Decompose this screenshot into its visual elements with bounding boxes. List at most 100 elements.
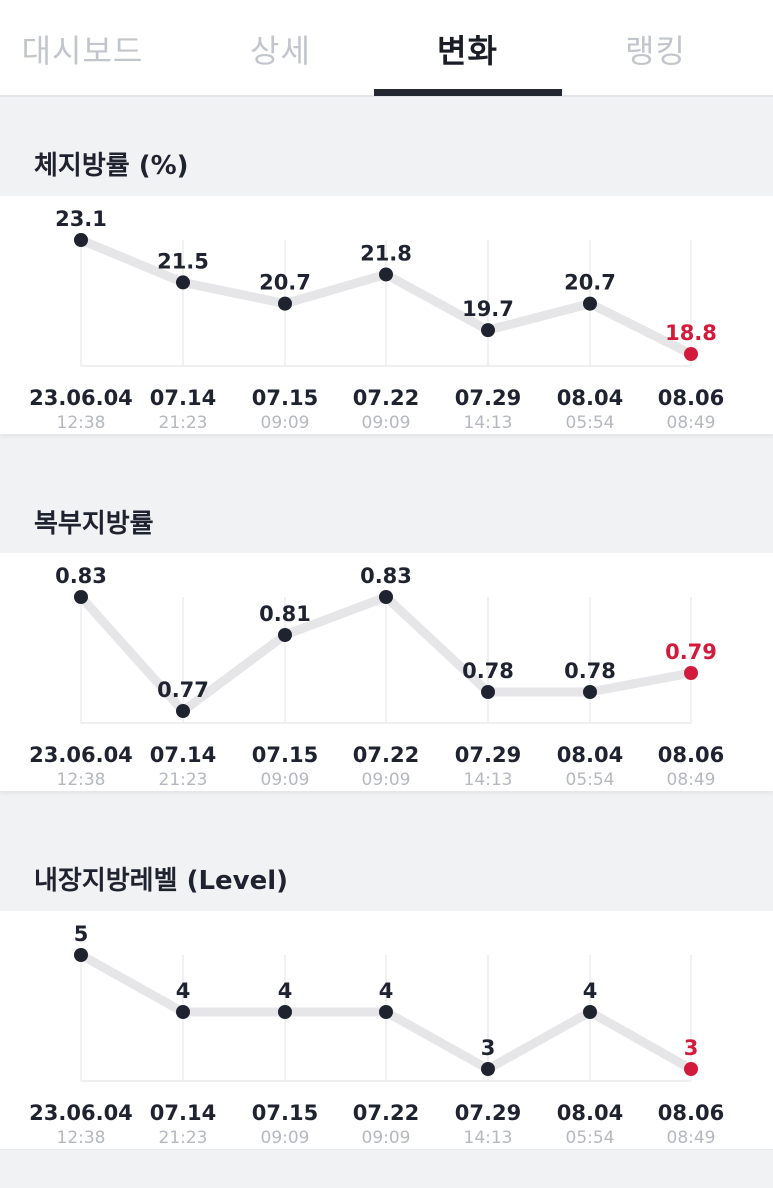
data-point xyxy=(176,1005,190,1019)
active-tab-indicator xyxy=(374,89,562,96)
data-point xyxy=(278,628,292,642)
x-tick-date: 07.22 xyxy=(353,386,419,410)
data-label: 20.7 xyxy=(564,271,616,295)
data-label: 5 xyxy=(74,922,89,946)
x-tick-date: 07.29 xyxy=(455,743,521,767)
data-label: 23.1 xyxy=(55,207,107,231)
x-tick-time: 09:09 xyxy=(362,1128,411,1148)
data-point xyxy=(278,296,292,311)
data-point xyxy=(583,685,597,699)
data-point xyxy=(481,685,495,699)
x-tick-time: 09:09 xyxy=(362,413,411,433)
data-label: 19.7 xyxy=(462,297,514,321)
tab-detail[interactable]: 상세 xyxy=(250,32,311,70)
x-tick-date: 08.06 xyxy=(658,743,724,767)
x-tick-date: 07.22 xyxy=(353,1101,419,1125)
x-tick-time: 05:54 xyxy=(566,1128,615,1148)
x-tick-date: 08.04 xyxy=(557,1101,623,1125)
data-point xyxy=(379,267,393,282)
x-tick-time: 08:49 xyxy=(667,1128,716,1148)
data-label: 0.83 xyxy=(55,564,107,588)
data-label: 21.8 xyxy=(360,241,412,265)
x-tick-date: 07.14 xyxy=(150,386,216,410)
visceral-fat-chart: 5 4 4 4 3 4 3 23.06.04 12:38 07.14 21:23 07.15 09:09… xyxy=(29,922,724,1148)
x-tick-time: 05:54 xyxy=(566,770,615,790)
x-tick-time: 14:13 xyxy=(464,413,513,433)
data-label: 0.78 xyxy=(564,659,616,683)
data-point xyxy=(481,323,495,338)
x-tick-date: 07.15 xyxy=(252,743,318,767)
x-tick-date: 07.14 xyxy=(150,743,216,767)
data-label: 0.79 xyxy=(665,640,717,664)
data-point xyxy=(379,590,393,604)
chart-card-visceral-fat: 5 4 4 4 3 4 3 23.06.04 12:38 07.14 21:23 07.15 09:09… xyxy=(0,911,773,1149)
x-tick-time: 21:23 xyxy=(159,770,208,790)
x-tick-time: 09:09 xyxy=(261,413,310,433)
data-label: 4 xyxy=(176,979,191,1003)
tab-bar: 대시보드 상세 변화 랭킹 xyxy=(0,0,773,97)
data-point xyxy=(74,233,88,247)
x-tick-time: 05:54 xyxy=(566,413,615,433)
x-tick-date: 07.15 xyxy=(252,386,318,410)
chart-card-abdominal-fat: 0.83 0.77 0.81 0.83 0.78 0.78 0.79 23.06.04 12:3… xyxy=(0,553,773,791)
abdominal-fat-chart: 0.83 0.77 0.81 0.83 0.78 0.78 0.79 23.06.04 12:3… xyxy=(29,564,724,790)
data-label: 18.8 xyxy=(665,321,717,345)
x-tick-date: 23.06.04 xyxy=(29,386,133,410)
data-label: 4 xyxy=(379,979,394,1003)
section-title-abdominal-fat: 복부지방률 xyxy=(34,509,154,539)
data-point xyxy=(176,704,190,718)
x-tick-time: 08:49 xyxy=(667,413,716,433)
x-tick-date: 23.06.04 xyxy=(29,1101,133,1125)
data-label: 3 xyxy=(684,1036,699,1060)
data-label: 0.77 xyxy=(157,678,209,702)
data-label: 20.7 xyxy=(259,271,311,295)
x-tick-date: 07.29 xyxy=(455,1101,521,1125)
tab-change[interactable]: 변화 xyxy=(437,32,498,70)
x-tick-date: 08.04 xyxy=(557,743,623,767)
data-label: 3 xyxy=(481,1036,496,1060)
data-label: 0.81 xyxy=(259,602,311,626)
data-label: 0.83 xyxy=(360,564,412,588)
x-tick-time: 09:09 xyxy=(261,1128,310,1148)
data-point xyxy=(74,948,88,962)
x-tick-date: 07.29 xyxy=(455,386,521,410)
data-point xyxy=(278,1005,292,1019)
data-point xyxy=(583,296,597,311)
x-tick-time: 14:13 xyxy=(464,770,513,790)
data-point xyxy=(583,1005,597,1019)
x-tick-date: 07.22 xyxy=(353,743,419,767)
data-label: 4 xyxy=(583,979,598,1003)
data-label: 0.78 xyxy=(462,659,514,683)
section-title-visceral-fat: 내장지방레벨 (Level) xyxy=(34,866,289,896)
tab-dashboard[interactable]: 대시보드 xyxy=(21,32,144,70)
x-tick-time: 21:23 xyxy=(159,413,208,433)
data-point xyxy=(684,347,698,361)
x-tick-time: 12:38 xyxy=(57,770,106,790)
data-point xyxy=(176,275,190,290)
x-tick-time: 08:49 xyxy=(667,770,716,790)
data-point xyxy=(684,1062,698,1076)
chart-card-body-fat: 23.1 21.5 20.7 21.8 19.7 20.7 18.8 23.06.04 12:3… xyxy=(0,196,773,434)
x-tick-time: 12:38 xyxy=(57,1128,106,1148)
x-tick-date: 07.14 xyxy=(150,1101,216,1125)
x-tick-time: 09:09 xyxy=(362,770,411,790)
data-point xyxy=(74,590,88,604)
data-point xyxy=(379,1005,393,1019)
x-tick-time: 09:09 xyxy=(261,770,310,790)
x-tick-date: 07.15 xyxy=(252,1101,318,1125)
body-fat-chart: 23.1 21.5 20.7 21.8 19.7 20.7 18.8 23.06.04 12:3… xyxy=(29,207,724,433)
x-tick-date: 08.06 xyxy=(658,1101,724,1125)
section-title-body-fat: 체지방률 (%) xyxy=(34,151,189,181)
bottom-spacer xyxy=(0,1150,773,1188)
x-tick-date: 23.06.04 xyxy=(29,743,133,767)
data-label: 4 xyxy=(278,979,293,1003)
x-tick-time: 14:13 xyxy=(464,1128,513,1148)
tab-ranking[interactable]: 랭킹 xyxy=(625,32,686,70)
x-tick-date: 08.04 xyxy=(557,386,623,410)
data-point xyxy=(481,1062,495,1076)
x-tick-time: 12:38 xyxy=(57,413,106,433)
data-label: 21.5 xyxy=(157,249,209,273)
data-point xyxy=(684,666,698,680)
x-tick-time: 21:23 xyxy=(159,1128,208,1148)
x-tick-date: 08.06 xyxy=(658,386,724,410)
